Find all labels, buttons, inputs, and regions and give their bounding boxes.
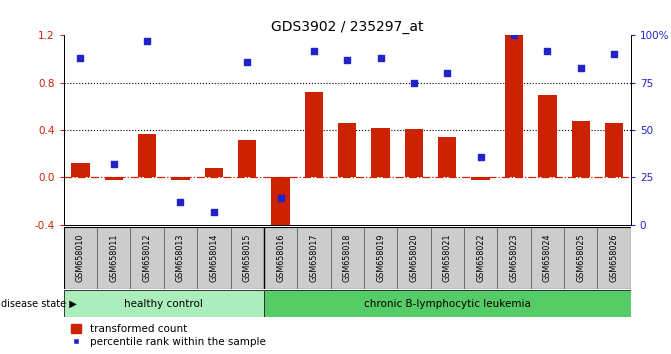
Bar: [305, 92, 323, 177]
Bar: [130, 227, 164, 289]
Bar: [405, 129, 423, 177]
Bar: [64, 227, 97, 289]
Point: [275, 195, 286, 201]
Bar: [231, 227, 264, 289]
Bar: [497, 227, 531, 289]
Bar: [364, 227, 397, 289]
Point: [109, 161, 119, 167]
Text: disease state ▶: disease state ▶: [1, 298, 77, 309]
Bar: [138, 134, 156, 177]
Bar: [238, 139, 256, 177]
Text: GSM658010: GSM658010: [76, 233, 85, 282]
Point: [509, 33, 519, 38]
Bar: [531, 227, 564, 289]
Bar: [605, 123, 623, 177]
Bar: [338, 123, 356, 177]
Bar: [105, 177, 123, 180]
Text: GSM658016: GSM658016: [276, 233, 285, 282]
Text: GSM658014: GSM658014: [209, 233, 218, 282]
Bar: [564, 227, 597, 289]
Text: GSM658017: GSM658017: [309, 233, 319, 282]
Point: [75, 55, 86, 61]
Point: [142, 38, 152, 44]
Bar: [264, 290, 631, 317]
Bar: [472, 177, 490, 180]
Text: GSM658021: GSM658021: [443, 233, 452, 282]
Point: [442, 70, 453, 76]
Bar: [438, 137, 456, 177]
Bar: [331, 227, 364, 289]
Legend: transformed count, percentile rank within the sample: transformed count, percentile rank withi…: [69, 322, 268, 349]
Point: [409, 80, 419, 86]
Point: [475, 154, 486, 159]
Bar: [264, 227, 297, 289]
Point: [342, 57, 353, 63]
Text: GSM658013: GSM658013: [176, 233, 185, 282]
Text: GSM658024: GSM658024: [543, 233, 552, 282]
Text: GSM658018: GSM658018: [343, 233, 352, 282]
Text: healthy control: healthy control: [124, 298, 203, 309]
Text: chronic B-lymphocytic leukemia: chronic B-lymphocytic leukemia: [364, 298, 531, 309]
Bar: [271, 177, 290, 242]
Text: GSM658012: GSM658012: [143, 233, 152, 282]
Bar: [572, 121, 590, 177]
Title: GDS3902 / 235297_at: GDS3902 / 235297_at: [271, 21, 423, 34]
Text: GSM658026: GSM658026: [609, 233, 619, 282]
Point: [375, 55, 386, 61]
Bar: [71, 163, 90, 177]
Bar: [397, 227, 431, 289]
Bar: [597, 227, 631, 289]
Bar: [164, 227, 197, 289]
Point: [609, 51, 619, 57]
Bar: [97, 227, 130, 289]
Bar: [505, 35, 523, 177]
Point: [242, 59, 252, 65]
Text: GSM658020: GSM658020: [409, 233, 419, 282]
Bar: [431, 227, 464, 289]
Text: GSM658025: GSM658025: [576, 233, 585, 282]
Text: GSM658015: GSM658015: [243, 233, 252, 282]
Bar: [297, 227, 331, 289]
Text: GSM658011: GSM658011: [109, 233, 118, 282]
Bar: [171, 177, 190, 180]
Bar: [64, 290, 264, 317]
Bar: [372, 128, 390, 177]
Text: GSM658022: GSM658022: [476, 233, 485, 282]
Bar: [197, 227, 231, 289]
Point: [575, 65, 586, 70]
Point: [542, 48, 553, 53]
Point: [309, 48, 319, 53]
Bar: [538, 95, 556, 177]
Bar: [464, 227, 497, 289]
Point: [175, 199, 186, 205]
Text: GSM658019: GSM658019: [376, 233, 385, 282]
Bar: [205, 168, 223, 177]
Text: GSM658023: GSM658023: [509, 233, 519, 282]
Point: [209, 209, 219, 215]
